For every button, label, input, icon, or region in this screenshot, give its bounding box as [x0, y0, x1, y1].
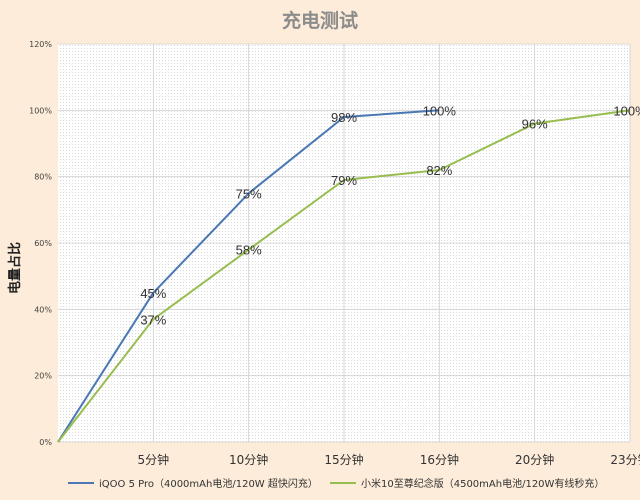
y-tick-label: 60% — [34, 239, 52, 248]
y-tick-label: 0% — [39, 438, 52, 447]
y-tick-label: 100% — [29, 106, 52, 115]
data-label: 58% — [236, 243, 262, 258]
x-tick-label: 5分钟 — [138, 452, 170, 467]
data-label: 98% — [331, 110, 357, 125]
series-line-1 — [57, 109, 440, 443]
data-label: 37% — [140, 312, 166, 327]
data-label: 100% — [613, 103, 640, 118]
x-tick-label: 10分钟 — [229, 452, 268, 467]
chart-title: 充电测试 — [282, 9, 358, 32]
data-label: 82% — [426, 163, 452, 178]
data-label: 96% — [522, 117, 548, 132]
series-line-2 — [57, 109, 631, 443]
legend-label-2: 小米10至尊纪念版（4500mAh电池/120W有线秒充） — [361, 477, 604, 490]
y-tick-label: 40% — [34, 305, 52, 314]
data-label: 79% — [331, 173, 357, 188]
data-labels: 45% 75% 98% 100% 37% 58% 79% 82% 96% 100% — [140, 103, 640, 327]
y-tick-label: 80% — [34, 173, 52, 182]
y-axis-ticks: 0% 20% 40% 60% 80% 100% 120% — [29, 40, 52, 447]
x-axis-ticks: 5分钟 10分钟 15分钟 16分钟 20分钟 23分钟 — [138, 452, 640, 467]
y-axis-label: 电量占比 — [7, 242, 23, 294]
data-label: 75% — [236, 186, 262, 201]
legend: iQOO 5 Pro（4000mAh电池/120W 超快闪充） 小米10至尊纪念版… — [68, 477, 604, 490]
y-tick-label: 20% — [34, 372, 52, 381]
x-tick-label: 20分钟 — [515, 452, 554, 467]
data-label: 45% — [140, 286, 166, 301]
x-tick-label: 15分钟 — [324, 452, 363, 467]
legend-label-1: iQOO 5 Pro（4000mAh电池/120W 超快闪充） — [99, 477, 318, 490]
series-lines — [57, 109, 631, 443]
gridlines — [58, 43, 631, 443]
x-tick-label: 16分钟 — [420, 452, 459, 467]
y-tick-label: 120% — [29, 40, 52, 49]
data-label: 100% — [423, 103, 457, 118]
x-tick-label: 23分钟 — [610, 452, 640, 467]
